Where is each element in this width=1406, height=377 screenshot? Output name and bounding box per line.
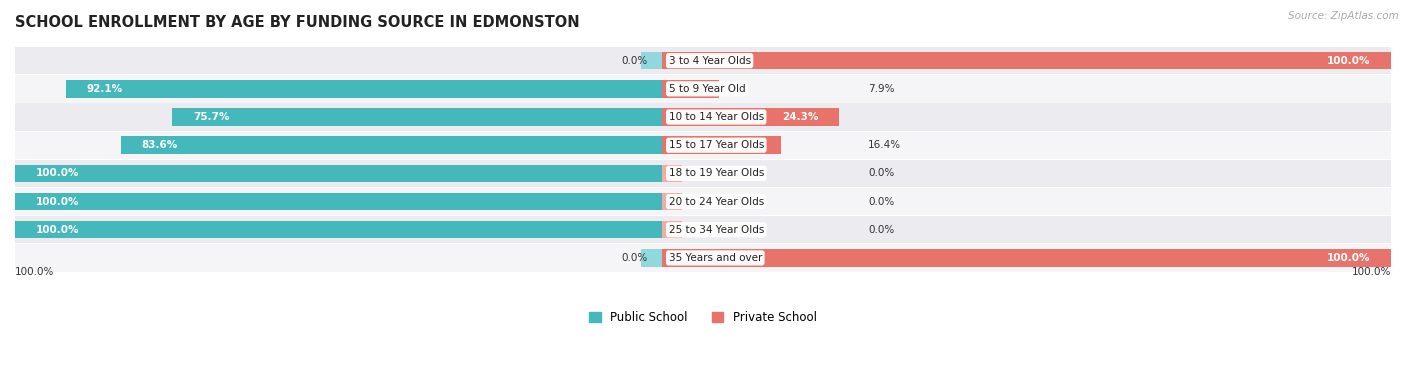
Bar	[15, 244, 1391, 271]
Text: 10 to 14 Year Olds: 10 to 14 Year Olds	[669, 112, 763, 122]
Text: 5 to 9 Year Old: 5 to 9 Year Old	[669, 84, 745, 94]
Bar	[172, 108, 662, 126]
Text: 7.9%: 7.9%	[868, 84, 894, 94]
Text: SCHOOL ENROLLMENT BY AGE BY FUNDING SOURCE IN EDMONSTON: SCHOOL ENROLLMENT BY AGE BY FUNDING SOUR…	[15, 15, 579, 30]
Bar	[641, 249, 662, 267]
Bar	[662, 193, 682, 210]
Bar	[662, 52, 1391, 69]
Bar	[15, 165, 662, 182]
Bar	[15, 103, 1391, 131]
Text: 24.3%: 24.3%	[782, 112, 818, 122]
Text: 100.0%: 100.0%	[35, 169, 79, 178]
Text: 100.0%: 100.0%	[1351, 267, 1391, 277]
Text: Source: ZipAtlas.com: Source: ZipAtlas.com	[1288, 11, 1399, 21]
Bar	[15, 47, 1391, 74]
Text: 25 to 34 Year Olds: 25 to 34 Year Olds	[669, 225, 763, 235]
Text: 0.0%: 0.0%	[621, 56, 648, 66]
Text: 20 to 24 Year Olds: 20 to 24 Year Olds	[669, 196, 763, 207]
Text: 100.0%: 100.0%	[35, 196, 79, 207]
Text: 16.4%: 16.4%	[868, 140, 901, 150]
Text: 75.7%: 75.7%	[193, 112, 229, 122]
Text: 92.1%: 92.1%	[87, 84, 122, 94]
Bar	[641, 52, 662, 69]
Bar	[662, 80, 720, 98]
Bar	[662, 221, 682, 239]
Bar	[662, 249, 1391, 267]
Bar	[15, 216, 1391, 244]
Bar	[662, 108, 839, 126]
Text: 0.0%: 0.0%	[868, 196, 894, 207]
Bar	[15, 221, 662, 239]
Text: 100.0%: 100.0%	[1327, 56, 1371, 66]
Bar	[662, 165, 682, 182]
Text: 0.0%: 0.0%	[868, 169, 894, 178]
Text: 0.0%: 0.0%	[868, 225, 894, 235]
Text: 15 to 17 Year Olds: 15 to 17 Year Olds	[669, 140, 763, 150]
Text: 3 to 4 Year Olds: 3 to 4 Year Olds	[669, 56, 751, 66]
Legend: Public School, Private School: Public School, Private School	[589, 311, 817, 325]
Bar	[15, 132, 1391, 159]
Text: 35 Years and over: 35 Years and over	[669, 253, 762, 263]
Text: 100.0%: 100.0%	[1327, 253, 1371, 263]
Bar	[662, 136, 782, 154]
Text: 100.0%: 100.0%	[15, 267, 55, 277]
Text: 83.6%: 83.6%	[142, 140, 179, 150]
Bar	[66, 80, 662, 98]
Bar	[15, 193, 662, 210]
Bar	[15, 188, 1391, 215]
Text: 18 to 19 Year Olds: 18 to 19 Year Olds	[669, 169, 763, 178]
Text: 100.0%: 100.0%	[35, 225, 79, 235]
Bar	[15, 160, 1391, 187]
Text: 0.0%: 0.0%	[621, 253, 648, 263]
Bar	[121, 136, 662, 154]
Bar	[15, 75, 1391, 103]
